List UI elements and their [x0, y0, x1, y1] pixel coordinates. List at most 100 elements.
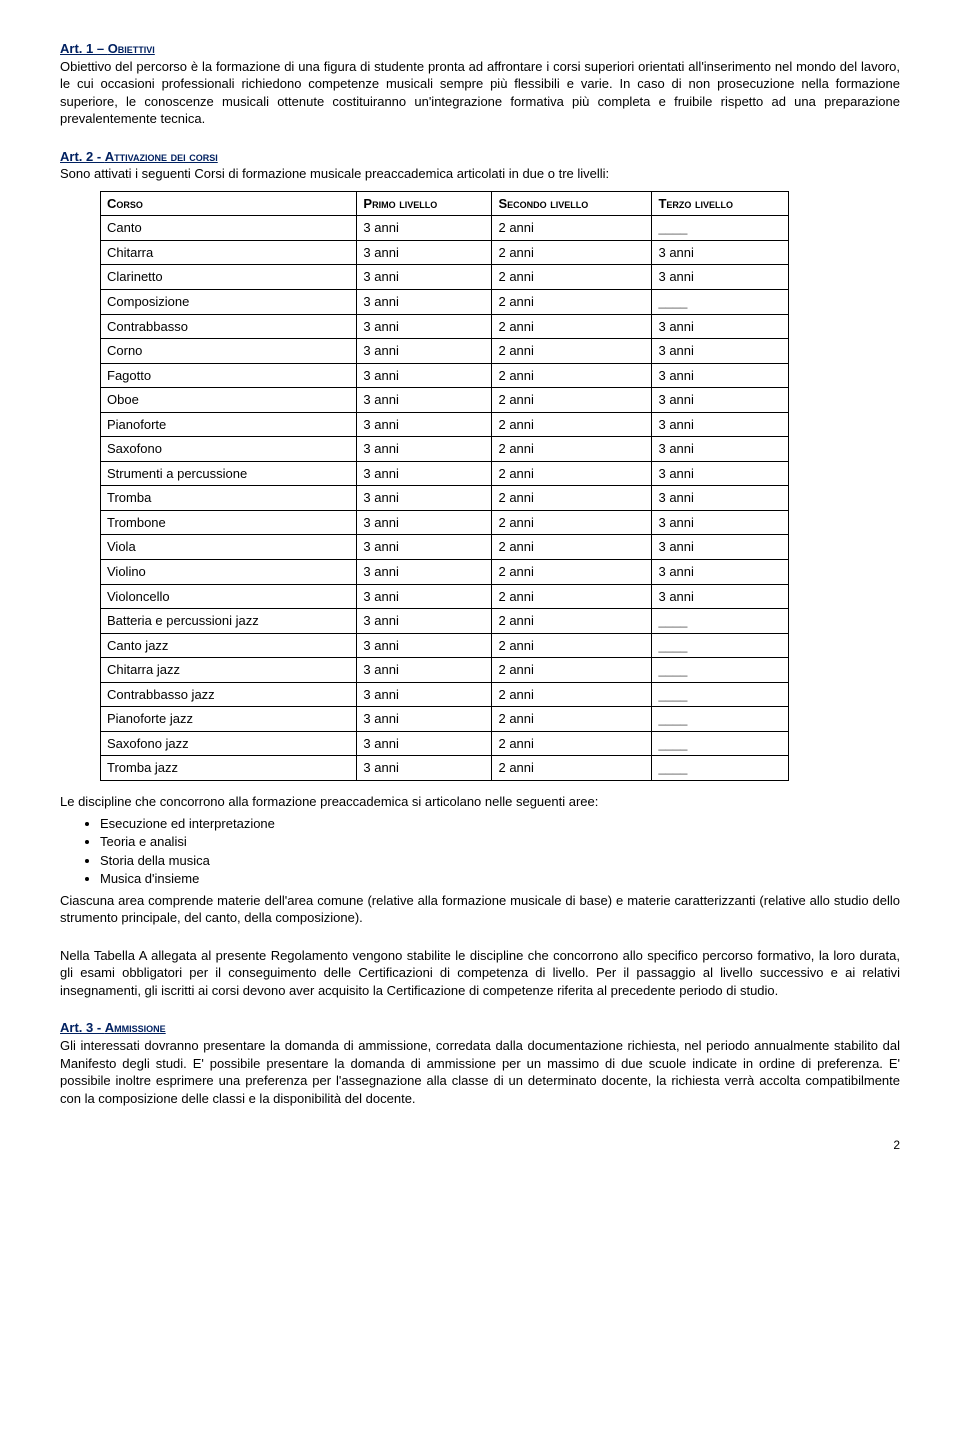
- table-cell: 2 anni: [492, 265, 652, 290]
- table-row: Trombone3 anni2 anni3 anni: [101, 510, 789, 535]
- table-cell: 3 anni: [357, 290, 492, 315]
- th-secondo: Secondo livello: [492, 191, 652, 216]
- table-row: Corno3 anni2 anni3 anni: [101, 339, 789, 364]
- aree-list: Esecuzione ed interpretazioneTeoria e an…: [100, 815, 900, 888]
- table-cell: Oboe: [101, 388, 357, 413]
- table-cell: 2 anni: [492, 461, 652, 486]
- table-cell: 3 anni: [357, 388, 492, 413]
- list-item: Storia della musica: [100, 852, 900, 870]
- art3-section: Art. 3 - Ammissione Gli interessati dovr…: [60, 1019, 900, 1107]
- list-item: Esecuzione ed interpretazione: [100, 815, 900, 833]
- table-row: Viola3 anni2 anni3 anni: [101, 535, 789, 560]
- table-cell: Composizione: [101, 290, 357, 315]
- art3-heading-prefix: Art. 3 -: [60, 1020, 105, 1035]
- table-row: Violino3 anni2 anni3 anni: [101, 560, 789, 585]
- art2-section: Art. 2 - Attivazione dei corsi Sono atti…: [60, 148, 900, 927]
- table-row: Chitarra3 anni2 anni3 anni: [101, 240, 789, 265]
- corsi-table: Corso Primo livello Secondo livello Terz…: [100, 191, 789, 781]
- table-cell: 2 anni: [492, 339, 652, 364]
- art1-heading: Art. 1 – Obiettivi: [60, 40, 900, 58]
- table-cell: 3 anni: [357, 510, 492, 535]
- table-cell: Fagotto: [101, 363, 357, 388]
- table-cell: 3 anni: [357, 265, 492, 290]
- th-corso: Corso: [101, 191, 357, 216]
- table-cell: 3 anni: [357, 240, 492, 265]
- table-cell: 3 anni: [652, 240, 788, 265]
- table-cell: 3 anni: [357, 461, 492, 486]
- table-row: Violoncello3 anni2 anni3 anni: [101, 584, 789, 609]
- table-cell: 3 anni: [652, 486, 788, 511]
- table-cell: 3 anni: [357, 412, 492, 437]
- table-row: Contrabbasso jazz3 anni2 anni____: [101, 682, 789, 707]
- art2-heading-prefix: Art. 2 -: [60, 149, 105, 164]
- table-cell: 3 anni: [652, 461, 788, 486]
- art2-heading-caps: Attivazione dei corsi: [105, 149, 218, 164]
- table-cell: Contrabbasso jazz: [101, 682, 357, 707]
- table-cell: 2 anni: [492, 535, 652, 560]
- th-terzo: Terzo livello: [652, 191, 788, 216]
- table-cell: Viola: [101, 535, 357, 560]
- table-cell: ____: [652, 633, 788, 658]
- table-cell: 3 anni: [357, 707, 492, 732]
- table-cell: Clarinetto: [101, 265, 357, 290]
- table-row: Canto jazz3 anni2 anni____: [101, 633, 789, 658]
- table-cell: ____: [652, 731, 788, 756]
- table-cell: 2 anni: [492, 290, 652, 315]
- table-cell: 3 anni: [357, 609, 492, 634]
- table-row: Oboe3 anni2 anni3 anni: [101, 388, 789, 413]
- table-cell: ____: [652, 290, 788, 315]
- table-cell: 3 anni: [652, 584, 788, 609]
- art2-heading: Art. 2 - Attivazione dei corsi: [60, 148, 900, 166]
- art2-intro: Sono attivati i seguenti Corsi di formaz…: [60, 165, 900, 183]
- table-row: Saxofono jazz3 anni2 anni____: [101, 731, 789, 756]
- table-cell: 3 anni: [357, 216, 492, 241]
- table-row: Tromba3 anni2 anni3 anni: [101, 486, 789, 511]
- table-cell: Chitarra: [101, 240, 357, 265]
- list-item: Teoria e analisi: [100, 833, 900, 851]
- table-cell: ____: [652, 216, 788, 241]
- art3-heading: Art. 3 - Ammissione: [60, 1019, 900, 1037]
- table-cell: 3 anni: [357, 731, 492, 756]
- table-cell: ____: [652, 682, 788, 707]
- list-item: Musica d'insieme: [100, 870, 900, 888]
- table-cell: 3 anni: [652, 412, 788, 437]
- table-cell: 3 anni: [652, 339, 788, 364]
- table-cell: Trombone: [101, 510, 357, 535]
- table-row: Strumenti a percussione3 anni2 anni3 ann…: [101, 461, 789, 486]
- table-cell: ____: [652, 756, 788, 781]
- table-cell: 2 anni: [492, 363, 652, 388]
- table-cell: 2 anni: [492, 731, 652, 756]
- table-cell: 2 anni: [492, 486, 652, 511]
- table-cell: 2 anni: [492, 412, 652, 437]
- page-number: 2: [60, 1137, 900, 1153]
- table-cell: ____: [652, 707, 788, 732]
- table-cell: 2 anni: [492, 658, 652, 683]
- table-row: Tromba jazz3 anni2 anni____: [101, 756, 789, 781]
- table-cell: Canto: [101, 216, 357, 241]
- table-cell: 3 anni: [357, 682, 492, 707]
- table-row: Canto3 anni2 anni____: [101, 216, 789, 241]
- table-row: Clarinetto3 anni2 anni3 anni: [101, 265, 789, 290]
- table-row: Saxofono3 anni2 anni3 anni: [101, 437, 789, 462]
- table-cell: 3 anni: [357, 363, 492, 388]
- table-cell: 2 anni: [492, 707, 652, 732]
- table-row: Composizione3 anni2 anni____: [101, 290, 789, 315]
- table-cell: Pianoforte jazz: [101, 707, 357, 732]
- table-cell: 3 anni: [357, 486, 492, 511]
- table-cell: 3 anni: [652, 437, 788, 462]
- table-cell: 2 anni: [492, 560, 652, 585]
- table-cell: 3 anni: [357, 437, 492, 462]
- table-row: Pianoforte3 anni2 anni3 anni: [101, 412, 789, 437]
- table-cell: Violino: [101, 560, 357, 585]
- art1-paragraph: Obiettivo del percorso è la formazione d…: [60, 58, 900, 128]
- art2-post-bullets: Ciascuna area comprende materie dell'are…: [60, 892, 900, 927]
- table-cell: Pianoforte: [101, 412, 357, 437]
- table-row: Batteria e percussioni jazz3 anni2 anni_…: [101, 609, 789, 634]
- table-cell: 2 anni: [492, 682, 652, 707]
- table-cell: ____: [652, 609, 788, 634]
- table-cell: 2 anni: [492, 388, 652, 413]
- table-cell: Saxofono: [101, 437, 357, 462]
- table-cell: Violoncello: [101, 584, 357, 609]
- table-cell: Batteria e percussioni jazz: [101, 609, 357, 634]
- table-cell: 2 anni: [492, 437, 652, 462]
